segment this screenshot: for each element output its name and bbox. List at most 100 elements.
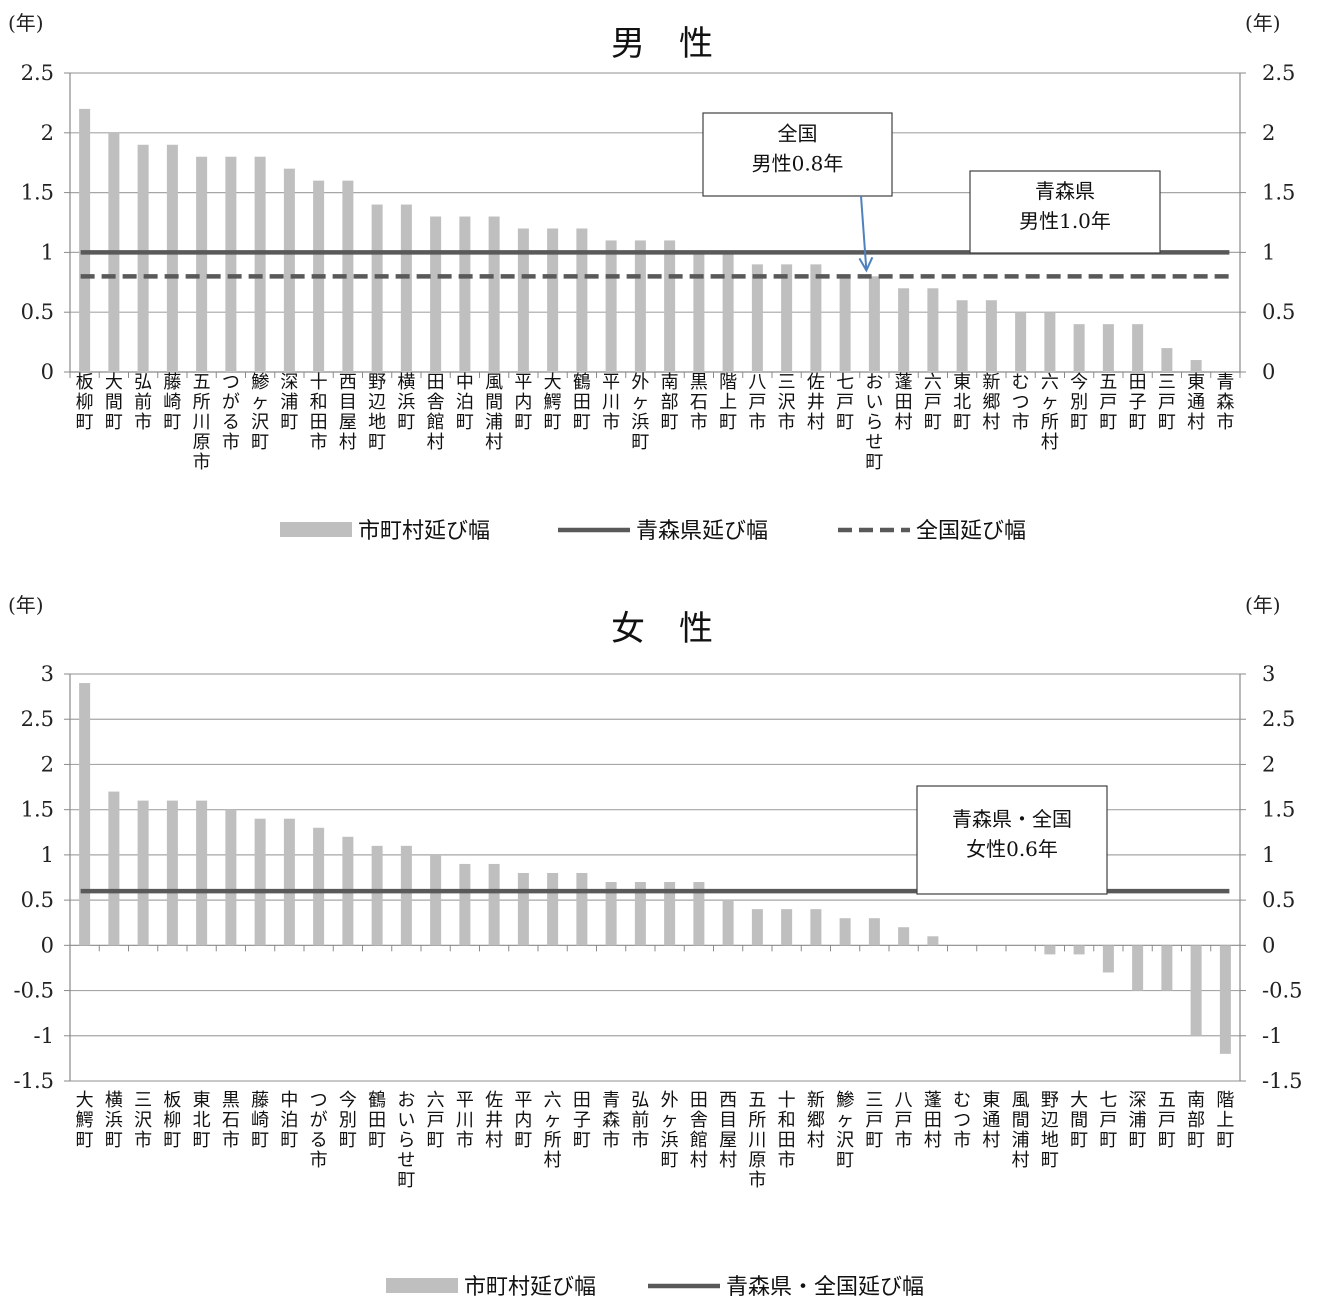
category-label: 田子町: [1129, 372, 1147, 433]
category-label: 六戸町: [924, 372, 942, 433]
y-tick-label-right: 0.5: [1262, 300, 1295, 324]
category-label: 佐井村: [807, 372, 825, 433]
category-label: 七戸町: [836, 372, 854, 433]
bar: [664, 240, 676, 372]
bar: [371, 204, 383, 372]
bar: [488, 216, 500, 372]
bar: [1190, 945, 1202, 1036]
category-label: 横浜町: [105, 1090, 123, 1151]
bar: [693, 252, 705, 372]
y-tick-label-left: 3: [41, 662, 54, 686]
category-label: 深浦町: [280, 372, 298, 433]
bar: [927, 936, 939, 946]
category-label: 六ヶ所村: [1041, 372, 1059, 453]
category-label: むつ市: [953, 1090, 971, 1151]
y-tick-label-right: -0.5: [1262, 979, 1303, 1003]
bar: [283, 168, 295, 372]
y-tick-label-right: 0: [1262, 360, 1275, 384]
category-label: 東通村: [1187, 372, 1205, 433]
bar: [1219, 945, 1231, 1054]
y-tick-label-left: 0.5: [21, 300, 54, 324]
annotation-text: 青森県・全国: [952, 807, 1072, 831]
y-tick-label-right: -1.5: [1262, 1069, 1303, 1093]
y-tick-label-right: 2.5: [1262, 61, 1295, 85]
bar: [751, 909, 763, 946]
annotation-text: 青森県: [1035, 179, 1095, 203]
y-tick-label-right: 1.5: [1262, 181, 1295, 205]
category-label: 階上町: [719, 372, 737, 433]
category-label: 青森市: [602, 1090, 620, 1151]
category-label: 藤崎町: [251, 1090, 269, 1151]
bar: [1132, 324, 1144, 372]
y-tick-label-left: -1: [34, 1024, 54, 1048]
category-label: 蓬田村: [924, 1090, 942, 1151]
bar: [166, 800, 178, 946]
category-label: 大鰐町: [76, 1090, 94, 1151]
chart-title: 女 性: [611, 609, 713, 649]
category-label: 大鰐町: [544, 372, 562, 433]
bar: [225, 809, 237, 946]
legend-label: 青森県・全国延び幅: [726, 1275, 924, 1300]
bar: [283, 818, 295, 946]
bar: [79, 683, 91, 946]
category-label: 東北町: [193, 1090, 211, 1151]
bar: [985, 300, 997, 372]
y-axis-unit-right: (年): [1245, 593, 1281, 617]
category-label: 蓬田村: [895, 372, 913, 433]
bar: [547, 228, 559, 372]
category-label: つがる市: [310, 1090, 328, 1171]
legend-label: 市町村延び幅: [464, 1275, 596, 1300]
y-tick-label-right: 3: [1262, 662, 1275, 686]
category-label: 今別町: [1070, 372, 1088, 433]
bar: [634, 882, 646, 946]
category-label: 五戸町: [1099, 372, 1117, 433]
y-tick-label-right: 1: [1262, 240, 1275, 264]
bar: [517, 228, 529, 372]
bar: [517, 872, 529, 946]
category-label: 五所川原市: [193, 372, 211, 473]
annotation-box: [916, 785, 1108, 895]
bar: [196, 800, 208, 946]
y-tick-label-left: 1: [41, 843, 54, 867]
bar: [839, 918, 851, 946]
bar: [898, 927, 910, 946]
bar: [810, 264, 822, 372]
bar: [722, 252, 734, 372]
category-label: 横浜町: [397, 372, 415, 433]
bar: [254, 818, 266, 946]
category-label: 東北町: [953, 372, 971, 433]
bar: [313, 827, 325, 946]
bar: [137, 800, 149, 946]
category-label: 平川市: [456, 1090, 474, 1151]
bar: [839, 276, 851, 372]
category-label: 七戸町: [1099, 1090, 1117, 1151]
bar: [781, 264, 793, 372]
legend-bar-swatch: [280, 522, 352, 537]
bar: [751, 264, 763, 372]
category-label: 今別町: [339, 1090, 357, 1151]
category-label: 五戸町: [1158, 1090, 1176, 1151]
category-label: 田子町: [573, 1090, 591, 1151]
bar: [1044, 312, 1056, 372]
category-label: 風間浦村: [485, 372, 503, 453]
bar: [488, 863, 500, 946]
legend-label: 全国延び幅: [916, 519, 1026, 544]
bar: [1161, 945, 1173, 991]
bar: [459, 863, 471, 946]
annotation-text: 男性1.0年: [1019, 209, 1111, 233]
bar: [1161, 348, 1173, 372]
category-label: 中泊町: [456, 372, 474, 433]
category-label: 階上町: [1216, 1090, 1234, 1151]
y-tick-label-right: 0.5: [1262, 888, 1295, 912]
bar: [576, 872, 588, 946]
category-label: 三沢市: [134, 1090, 152, 1151]
category-label: 新郷村: [982, 372, 1000, 433]
y-axis-unit-left: (年): [8, 11, 44, 35]
bar: [1015, 312, 1027, 372]
bar: [1044, 945, 1056, 955]
y-tick-label-left: 2: [41, 121, 54, 145]
bar: [1190, 360, 1202, 372]
category-label: 八戸市: [895, 1090, 913, 1151]
category-label: 大間町: [105, 372, 123, 433]
category-label: 深浦町: [1129, 1090, 1147, 1151]
